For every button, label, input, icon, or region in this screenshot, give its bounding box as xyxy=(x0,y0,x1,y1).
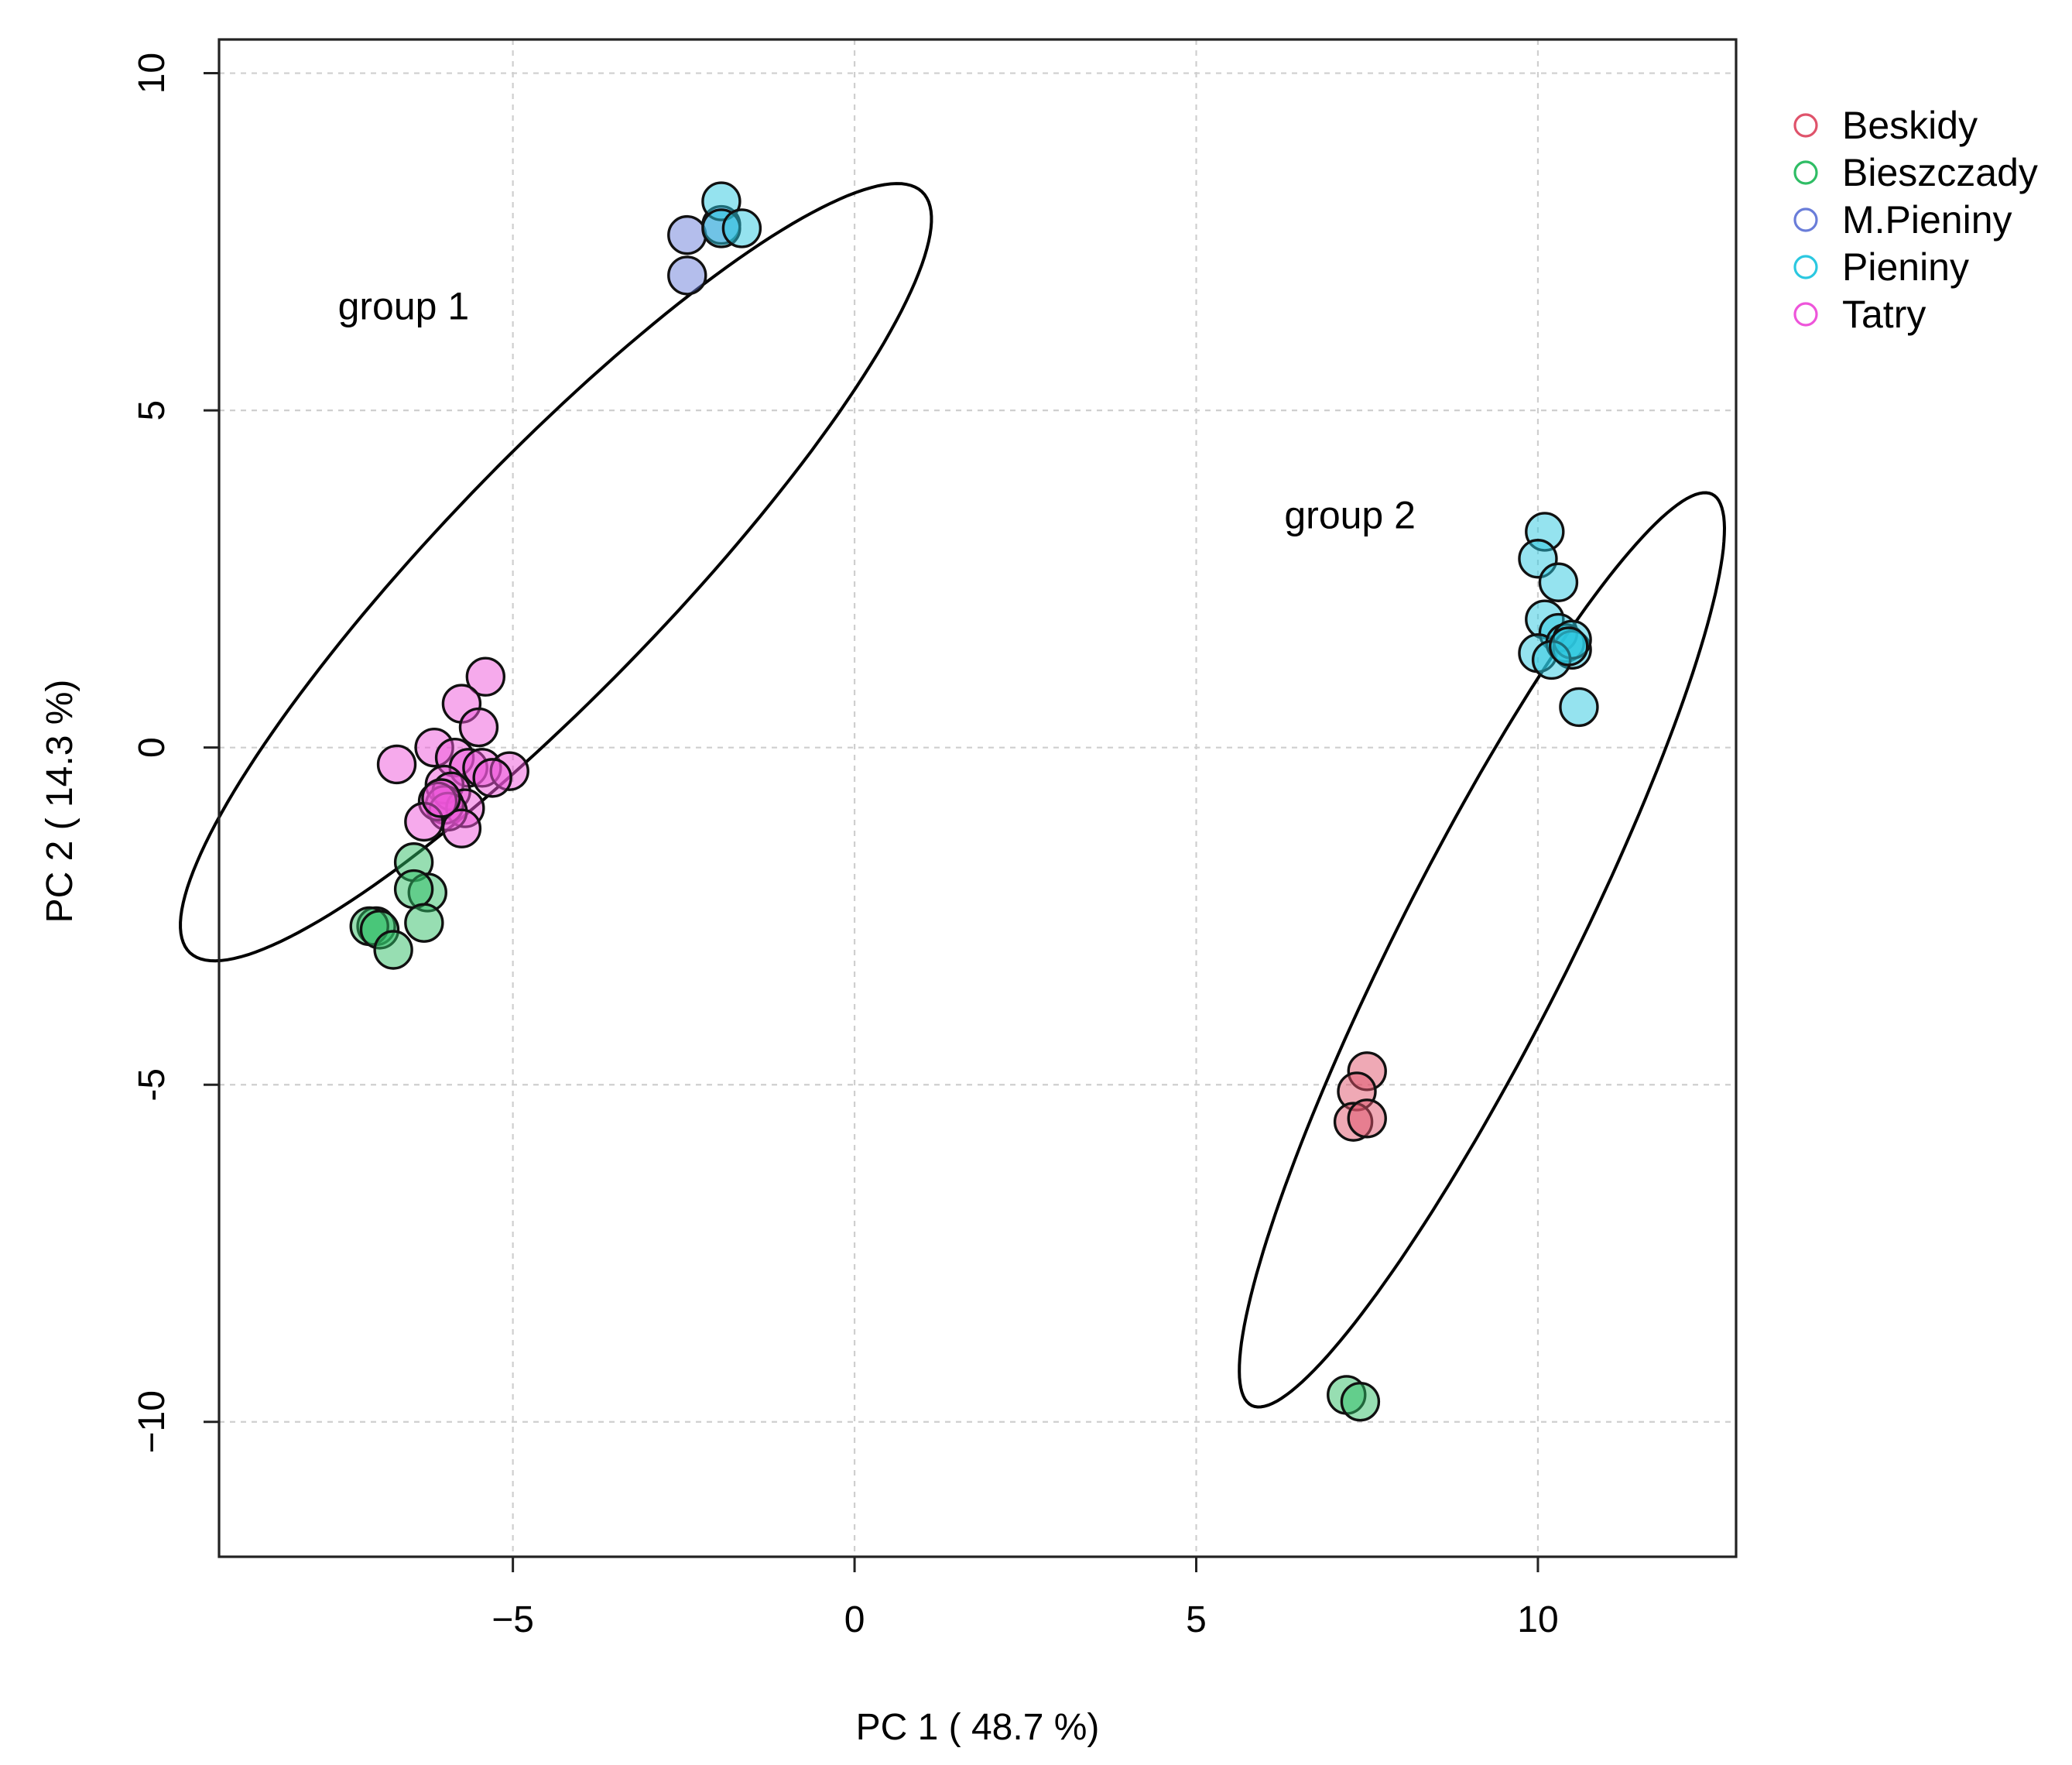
ellipse-group-2 xyxy=(1238,491,1727,1409)
point-bieszczady xyxy=(1340,1381,1381,1422)
y-tick-label: -5 xyxy=(132,1068,173,1102)
point-m-pieniny xyxy=(667,255,707,296)
legend-marker-bieszczady xyxy=(1793,160,1818,185)
ellipse-group-1 xyxy=(179,182,933,963)
legend-item-beskidy: Beskidy xyxy=(1793,104,1978,147)
legend-item-bieszczady: Bieszczady xyxy=(1793,151,2038,194)
legend-marker-pieniny xyxy=(1793,255,1818,279)
point-pieniny xyxy=(1548,626,1589,667)
y-tick-label: 0 xyxy=(132,737,173,758)
legend-label-tatry: Tatry xyxy=(1842,293,1926,336)
plot-frame xyxy=(217,38,1738,1558)
legend-item-pieniny: Pieniny xyxy=(1793,245,1969,289)
y-tick-label: 10 xyxy=(132,53,173,94)
point-bieszczady xyxy=(393,869,434,910)
group-annotations: group 1 group 2 xyxy=(338,285,1416,537)
point-tatry xyxy=(376,744,417,785)
legend-label-bieszczady: Bieszczady xyxy=(1842,151,2038,194)
point-pieniny xyxy=(721,208,762,248)
point-tatry xyxy=(441,808,482,848)
annotation-group-2: group 2 xyxy=(1284,494,1416,537)
legend-marker-m-pieniny xyxy=(1793,207,1818,232)
point-tatry xyxy=(472,758,512,798)
x-tick-label: −5 xyxy=(491,1599,534,1640)
legend-label-pieniny: Pieniny xyxy=(1842,245,1969,289)
y-tick-label: −10 xyxy=(132,1390,173,1453)
legend-label-beskidy: Beskidy xyxy=(1842,104,1978,147)
annotation-group-1: group 1 xyxy=(338,285,470,328)
x-tick-label: 10 xyxy=(1517,1599,1558,1640)
y-tick-label: 5 xyxy=(132,400,173,421)
point-tatry xyxy=(458,707,499,748)
point-bieszczady xyxy=(404,903,444,943)
x-tick-label: 5 xyxy=(1186,1599,1207,1640)
x-tick-label: 0 xyxy=(844,1599,865,1640)
data-points xyxy=(349,181,1599,1422)
legend-label-m-pieniny: M.Pieniny xyxy=(1842,198,2012,242)
point-pieniny xyxy=(1538,562,1579,602)
legend-item-m-pieniny: M.Pieniny xyxy=(1793,198,2012,242)
point-pieniny xyxy=(1559,687,1599,728)
legend-marker-tatry xyxy=(1793,302,1818,327)
legend-marker-beskidy xyxy=(1793,113,1818,138)
y-axis-label: PC 2 ( 14.3 %) xyxy=(39,680,80,924)
point-tatry xyxy=(421,778,461,818)
point-bieszczady xyxy=(373,930,413,970)
axis-ticks: −5 0 5 10 −10 -5 0 5 10 xyxy=(132,53,1559,1640)
x-axis-label: PC 1 ( 48.7 %) xyxy=(856,1707,1100,1748)
legend-item-tatry: Tatry xyxy=(1793,293,1926,336)
point-tatry xyxy=(465,656,506,697)
group-ellipses xyxy=(179,182,1727,1409)
point-m-pieniny xyxy=(667,214,707,255)
point-beskidy xyxy=(1347,1098,1387,1139)
